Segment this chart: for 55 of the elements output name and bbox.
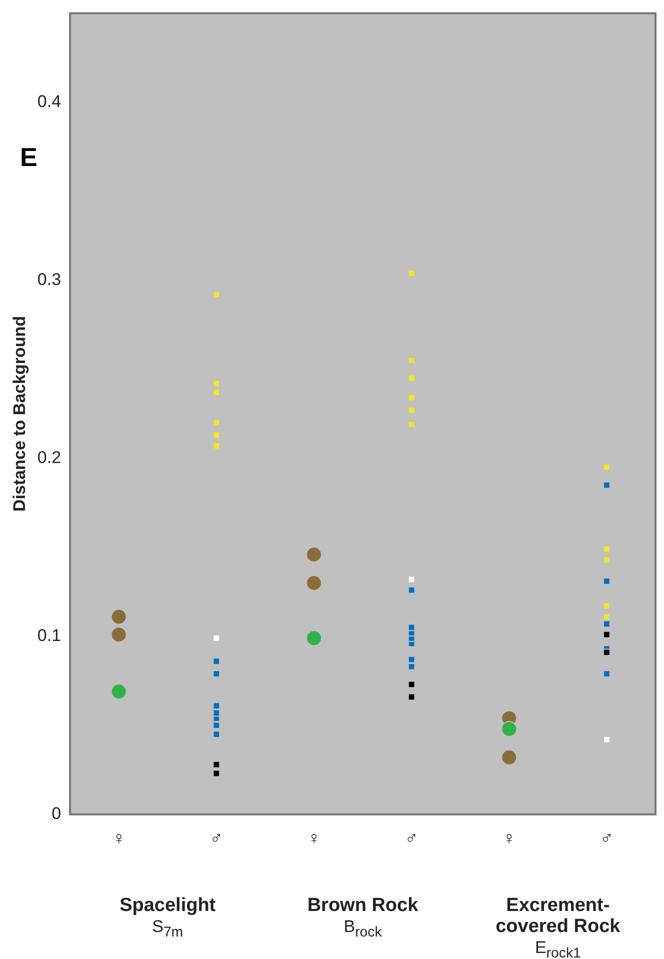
point <box>306 546 322 562</box>
point <box>408 420 416 428</box>
x-tick-label: ♂ <box>600 828 614 848</box>
point <box>212 702 220 710</box>
y-tick-label: 0.2 <box>37 448 62 467</box>
point <box>603 545 610 553</box>
x-tick-label: ♀ <box>112 828 126 848</box>
point <box>501 720 518 737</box>
point <box>603 481 610 489</box>
point <box>212 760 220 768</box>
y-tick-label: 0 <box>52 804 62 824</box>
point <box>306 630 322 646</box>
text: Excrement-covered Rock E$_{rock1}$ <box>494 895 622 959</box>
point <box>212 670 220 678</box>
point <box>408 693 416 701</box>
point <box>408 374 416 382</box>
y-tick-label: 0.3 <box>37 270 62 289</box>
y-tick-label: 0.4 <box>37 92 62 111</box>
point <box>603 630 610 638</box>
point <box>212 419 220 426</box>
point <box>306 574 322 591</box>
point <box>603 464 610 471</box>
text: Spacelight S$_{7m}$ <box>118 895 217 940</box>
point <box>408 680 416 688</box>
x-tick-label: ♂ <box>404 828 418 848</box>
point <box>408 356 416 364</box>
x-tick-label: ♀ <box>502 828 516 848</box>
point <box>603 556 610 564</box>
point <box>408 406 416 414</box>
x-tick-label: ♀ <box>307 828 321 848</box>
point <box>212 658 220 665</box>
y-axis-title: Distance to Background <box>10 316 29 512</box>
point <box>212 290 220 298</box>
text: E <box>20 142 38 173</box>
point <box>110 626 127 643</box>
point <box>212 730 220 738</box>
text: Brown Rock B$_{rock}$ <box>306 895 420 940</box>
x-tick-label: ♂ <box>210 828 224 848</box>
point <box>110 608 127 625</box>
point <box>603 620 610 628</box>
point <box>408 656 416 664</box>
point <box>110 684 127 700</box>
point <box>212 388 220 396</box>
point <box>408 576 416 584</box>
point <box>603 613 610 620</box>
point <box>212 770 220 778</box>
point <box>603 602 610 610</box>
point <box>501 749 518 766</box>
point <box>408 586 416 594</box>
point <box>603 670 610 678</box>
y-tick-label: 0.1 <box>37 626 62 646</box>
point <box>408 394 416 402</box>
point <box>212 709 220 717</box>
point <box>408 624 416 632</box>
point <box>212 380 220 388</box>
